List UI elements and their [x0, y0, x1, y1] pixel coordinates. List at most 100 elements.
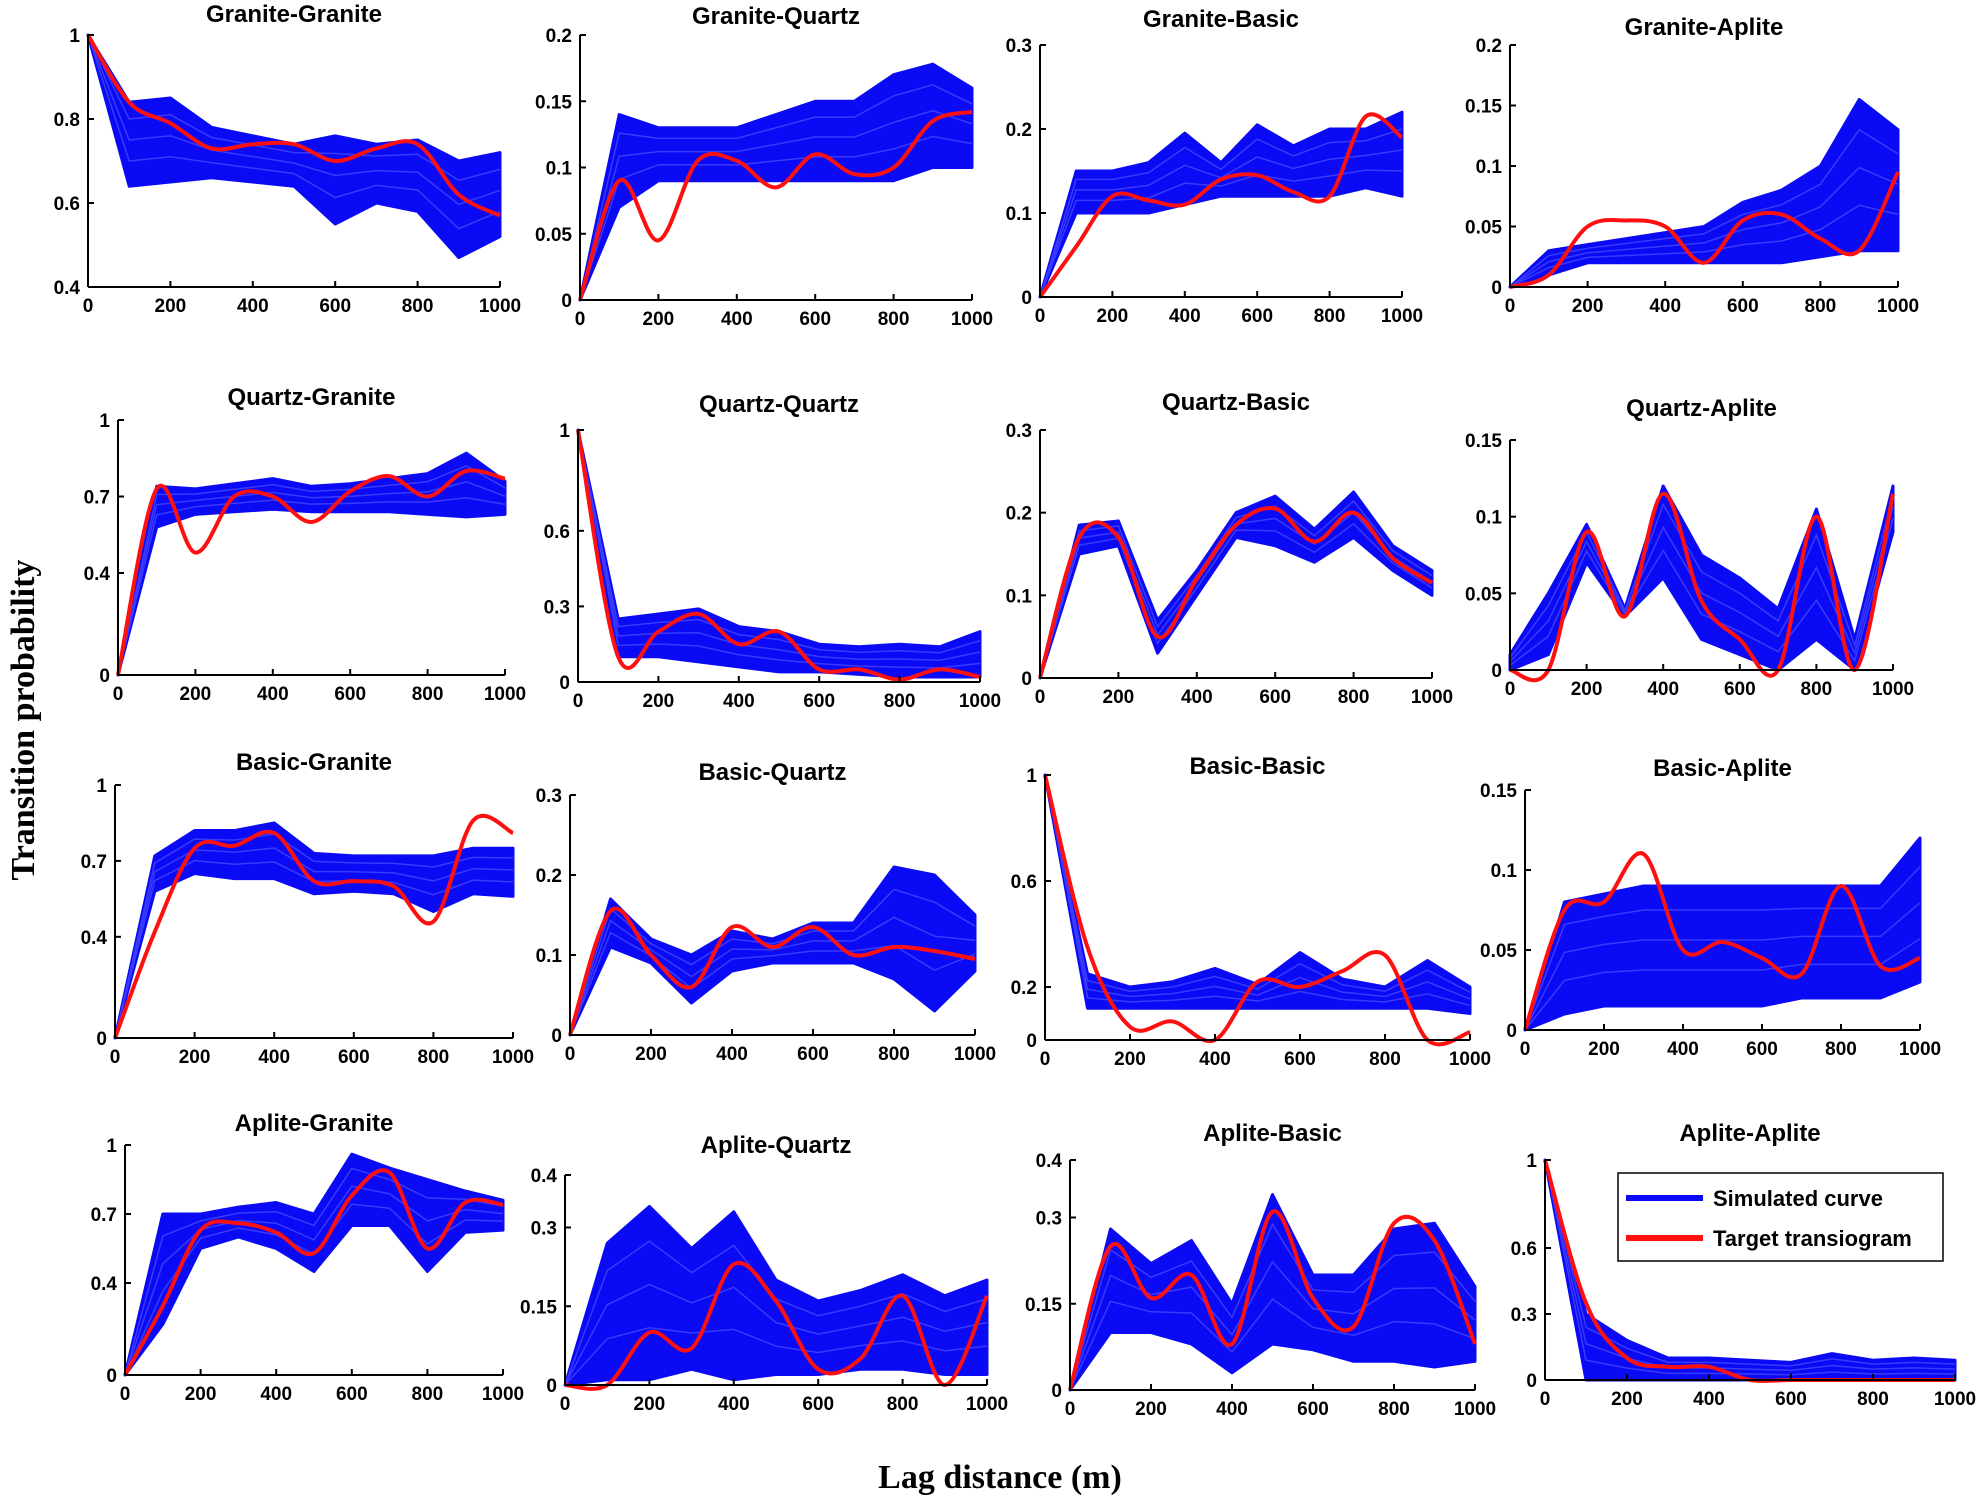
x-tick-label: 600 — [1297, 1399, 1329, 1420]
x-tick-label: 600 — [1746, 1039, 1778, 1060]
simulated-curve — [577, 429, 981, 669]
simulated-curve — [117, 465, 506, 676]
y-tick-label: 0.2 — [1476, 36, 1502, 57]
target-transiogram-line — [1068, 1209, 1477, 1391]
y-tick-label: 0.4 — [1036, 1151, 1063, 1172]
simulated-curve — [1039, 522, 1433, 679]
x-tick-label: 400 — [723, 691, 755, 712]
y-tick-label: 0 — [561, 291, 572, 312]
y-tick-label: 0.6 — [544, 522, 570, 543]
y-tick-label: 1 — [96, 776, 107, 797]
target-transiogram-line — [86, 33, 501, 218]
subplot-title: Aplite-Quartz — [701, 1132, 852, 1159]
simulated-curve — [1039, 500, 1433, 679]
y-tick-label: 0.1 — [1006, 204, 1033, 225]
x-tick-label: 200 — [180, 684, 212, 705]
x-tick-label: 200 — [634, 1394, 666, 1415]
simulated-curve — [1524, 938, 1921, 1031]
target-transiogram-line — [1509, 171, 1900, 289]
y-tick-label: 0 — [1506, 1021, 1517, 1042]
simulated-curve — [1509, 518, 1894, 666]
x-tick-label: 1000 — [1449, 1049, 1491, 1070]
target-transiogram-line — [113, 813, 514, 1039]
y-tick-label: 0.15 — [1465, 431, 1502, 452]
simulated-curves-band — [116, 451, 507, 677]
y-tick-label: 0.2 — [546, 26, 572, 47]
simulated-curve — [579, 135, 973, 301]
y-tick-label: 0.1 — [536, 946, 563, 967]
y-tick-label: 0.4 — [531, 1166, 558, 1187]
legend: Simulated curve Target transiogram — [1617, 1172, 1944, 1262]
y-tick-label: 0.6 — [1011, 872, 1037, 893]
subplot-title: Granite-Quartz — [692, 3, 860, 30]
subplot-quartz-aplite: Quartz-Aplite 0 0.05 0.1 0.15 0 200 400 600 800 10… — [1465, 395, 1914, 700]
simulated-curve — [579, 84, 973, 301]
subplot-quartz-basic: Quartz-Basic 0 0.1 0.2 0.3 0 200 400 600 800 1000 — [1006, 389, 1454, 708]
subplot-title: Basic-Basic — [1189, 753, 1325, 780]
y-tick-label: 1 — [99, 411, 110, 432]
target-transiogram-line — [1038, 112, 1404, 299]
x-tick-label: 200 — [1572, 296, 1604, 317]
simulated-curves-band — [1508, 484, 1895, 672]
simulated-curve — [114, 847, 514, 1039]
simulated-curve — [569, 916, 976, 1036]
simulated-curve — [1044, 774, 1471, 1007]
y-tick-label: 0.3 — [1036, 1209, 1062, 1230]
simulated-curves-band — [86, 33, 502, 260]
x-tick-label: 800 — [878, 309, 910, 330]
simulated-curve — [1509, 204, 1899, 288]
y-tick-label: 0.1 — [1476, 157, 1503, 178]
x-tick-label: 600 — [1727, 296, 1759, 317]
x-tick-label: 1000 — [954, 1044, 996, 1065]
y-tick-label: 0 — [1526, 1371, 1537, 1392]
y-tick-label: 0.8 — [54, 110, 80, 131]
target-transiogram-line — [576, 429, 981, 682]
x-tick-label: 1000 — [1934, 1389, 1976, 1410]
simulated-curves-band — [578, 62, 974, 302]
simulated-curve — [1544, 1159, 1956, 1376]
y-tick-label: 0.1 — [546, 159, 573, 180]
x-tick-label: 1000 — [1899, 1039, 1941, 1060]
simulated-curve — [577, 429, 981, 662]
x-tick-label: 200 — [1571, 679, 1603, 700]
subplot-title: Quartz-Granite — [227, 384, 395, 411]
x-tick-label: 400 — [1667, 1039, 1699, 1060]
x-tick-label: 600 — [797, 1044, 829, 1065]
x-tick-label: 1000 — [492, 1047, 534, 1068]
y-tick-label: 0 — [106, 1366, 117, 1387]
x-tick-label: 0 — [560, 1394, 571, 1415]
x-tick-label: 0 — [1505, 679, 1516, 700]
x-tick-label: 1000 — [482, 1384, 524, 1405]
x-tick-label: 400 — [258, 1047, 290, 1068]
y-tick-label: 0.4 — [84, 564, 111, 585]
x-tick-label: 600 — [802, 1394, 834, 1415]
y-tick-label: 0.15 — [1465, 97, 1502, 118]
y-tick-label: 0.4 — [81, 928, 108, 949]
simulated-curve — [87, 34, 501, 206]
subplot-title: Quartz-Quartz — [699, 391, 859, 418]
subplot-title: Quartz-Basic — [1162, 389, 1310, 416]
y-tick-label: 0 — [99, 666, 110, 687]
y-tick-label: 0.15 — [535, 92, 572, 113]
subplot-basic-basic: Basic-Basic 0 0.2 0.6 1 0 200 400 600 800 1000 — [1011, 753, 1492, 1070]
simulated-curve — [1044, 774, 1471, 993]
y-tick-label: 0.3 — [1511, 1305, 1537, 1326]
target-transiogram-line — [568, 906, 976, 1036]
x-tick-label: 0 — [1040, 1049, 1051, 1070]
y-tick-label: 0.3 — [544, 597, 570, 618]
x-tick-label: 400 — [260, 1384, 292, 1405]
x-tick-label: 600 — [1259, 687, 1291, 708]
x-tick-label: 1000 — [959, 691, 1001, 712]
x-tick-label: 0 — [120, 1384, 131, 1405]
x-tick-label: 200 — [643, 309, 675, 330]
x-tick-label: 200 — [185, 1384, 217, 1405]
x-tick-label: 800 — [1801, 679, 1833, 700]
x-tick-label: 0 — [573, 691, 584, 712]
x-tick-label: 800 — [1314, 306, 1346, 327]
x-tick-label: 800 — [878, 1044, 910, 1065]
x-tick-label: 600 — [1775, 1389, 1807, 1410]
x-tick-label: 400 — [1199, 1049, 1231, 1070]
y-tick-label: 0 — [559, 673, 570, 694]
y-tick-label: 0.05 — [1480, 941, 1517, 962]
x-tick-label: 600 — [1724, 679, 1756, 700]
